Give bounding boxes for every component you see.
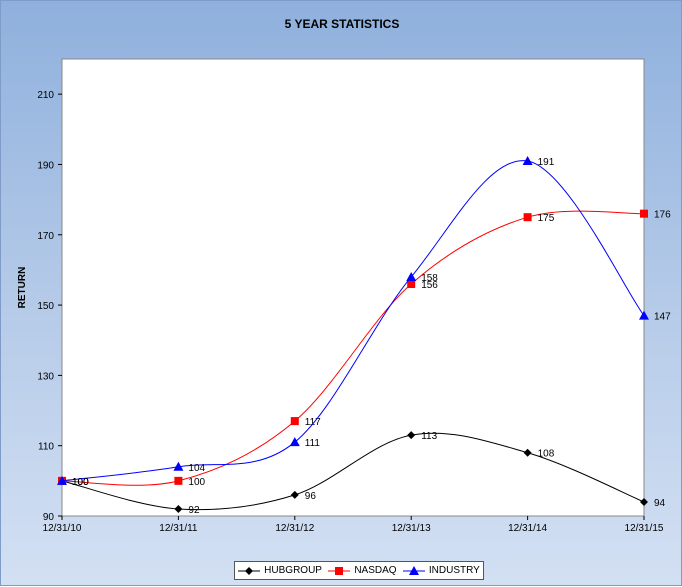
series-line-hubgroup [61,432,645,511]
data-label-nasdaq: 176 [654,210,671,221]
data-point-hubgroup [290,490,299,499]
data-point-nasdaq [407,279,416,288]
x-tick-label: 12/31/13 [392,523,431,534]
data-point-nasdaq [290,417,299,426]
y-tick-label: 210 [37,90,54,101]
x-tick-label: 12/31/11 [159,523,198,534]
data-point-hubgroup [174,504,183,513]
data-label-nasdaq: 156 [421,280,438,291]
legend-label: INDUSTRY [428,565,480,576]
data-label-industry: 147 [654,312,671,323]
x-tick-label: 12/31/10 [43,523,82,534]
y-tick-label: 110 [38,442,54,453]
data-point-industry [522,155,533,165]
legend-item-nasdaq: NASDAQ [328,565,397,576]
y-tick-label: 130 [37,371,54,382]
legend-swatch-industry [402,565,425,575]
data-point-industry [57,475,67,485]
legend-item-industry: INDUSTRY [402,565,480,576]
data-point-hubgroup [523,448,532,457]
data-label-nasdaq: 100 [188,477,205,488]
data-point-industry [289,437,300,447]
y-tick-label: 90 [43,512,55,523]
data-label-hubgroup: 96 [305,491,317,502]
data-label-hubgroup: 94 [654,498,666,509]
data-label-industry: 191 [538,157,555,168]
legend: HUBGROUP NASDAQ INDUSTRY [234,561,484,580]
data-label-nasdaq: 175 [538,213,555,224]
legend-label: NASDAQ [354,565,397,576]
data-point-nasdaq [174,476,183,485]
legend-swatch-nasdaq [328,566,351,575]
x-tick-label: 12/31/12 [275,523,314,534]
x-tick-label: 12/31/15 [625,523,664,534]
data-label-industry: 104 [188,463,205,474]
data-label-industry: 100 [72,477,89,488]
chart-title: 5 YEAR STATISTICS [284,17,400,31]
data-point-hubgroup [407,431,416,440]
data-point-nasdaq [523,213,532,222]
y-axis-label: RETURN [17,267,28,309]
data-point-hubgroup [640,497,648,506]
data-label-nasdaq: 117 [305,417,321,428]
data-point-nasdaq [640,209,648,218]
legend-label: HUBGROUP [264,565,322,576]
data-label-hubgroup: 113 [421,431,437,442]
data-point-industry [173,461,184,471]
data-label-hubgroup: 108 [538,449,555,460]
legend-item-hubgroup: HUBGROUP [238,565,322,576]
legend-swatch-hubgroup [238,566,261,575]
data-label-industry: 158 [421,273,438,284]
data-label-nasdaq: 100 [72,477,89,488]
data-label-hubgroup: 92 [188,505,200,516]
data-point-industry [639,310,649,320]
y-tick-label: 150 [37,301,54,312]
plot-area [61,58,645,517]
y-tick-label: 170 [37,231,54,242]
x-tick-label: 12/31/14 [508,523,547,534]
data-point-industry [406,271,417,281]
y-tick-label: 190 [37,160,54,171]
data-label-industry: 111 [305,438,321,449]
